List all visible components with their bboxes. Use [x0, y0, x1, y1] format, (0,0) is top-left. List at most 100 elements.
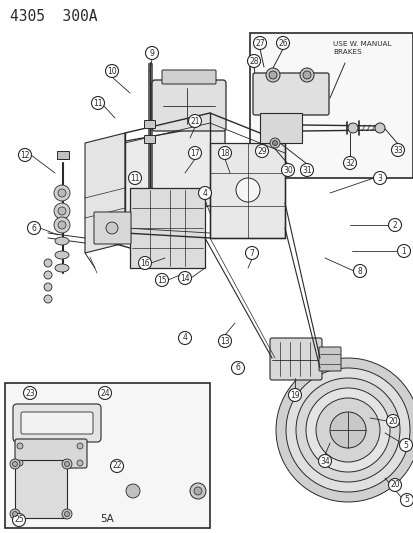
Circle shape: [218, 147, 231, 159]
Circle shape: [231, 361, 244, 375]
Circle shape: [77, 460, 83, 466]
Text: 2: 2: [392, 221, 396, 230]
Circle shape: [58, 221, 66, 229]
Text: 28: 28: [249, 56, 258, 66]
Text: 4: 4: [202, 189, 207, 198]
Circle shape: [126, 484, 140, 498]
Text: 15: 15: [157, 276, 166, 285]
Ellipse shape: [55, 251, 69, 259]
Circle shape: [302, 71, 310, 79]
Circle shape: [255, 144, 268, 157]
FancyBboxPatch shape: [269, 338, 321, 380]
Circle shape: [178, 271, 191, 285]
Circle shape: [245, 246, 258, 260]
Circle shape: [315, 398, 379, 462]
Circle shape: [44, 271, 52, 279]
Text: 26: 26: [278, 38, 287, 47]
Circle shape: [374, 123, 384, 133]
Ellipse shape: [55, 264, 69, 272]
FancyBboxPatch shape: [15, 439, 87, 468]
Circle shape: [54, 203, 70, 219]
Circle shape: [198, 187, 211, 199]
Circle shape: [343, 157, 356, 169]
Circle shape: [58, 207, 66, 215]
Text: 4: 4: [182, 334, 187, 343]
Circle shape: [128, 172, 141, 184]
FancyBboxPatch shape: [144, 135, 155, 143]
Circle shape: [98, 386, 111, 400]
Circle shape: [17, 443, 23, 449]
Text: 5A: 5A: [100, 514, 114, 524]
Bar: [15, 460, 67, 518]
Text: 12: 12: [20, 150, 30, 159]
Polygon shape: [57, 151, 69, 159]
FancyBboxPatch shape: [21, 412, 93, 434]
Circle shape: [399, 494, 413, 506]
Text: 19: 19: [290, 391, 299, 400]
Circle shape: [24, 386, 36, 400]
Text: 8: 8: [357, 266, 361, 276]
Text: 3: 3: [377, 174, 382, 182]
Text: 11: 11: [93, 99, 102, 108]
Text: USE W. MANUAL
BRAKES: USE W. MANUAL BRAKES: [332, 41, 391, 55]
Circle shape: [391, 143, 404, 157]
Circle shape: [235, 178, 259, 202]
Circle shape: [138, 256, 151, 270]
Circle shape: [188, 147, 201, 159]
Text: 6: 6: [31, 223, 36, 232]
Circle shape: [318, 455, 331, 467]
Circle shape: [77, 443, 83, 449]
Text: 24: 24: [100, 389, 109, 398]
Text: 5: 5: [403, 440, 408, 449]
Ellipse shape: [55, 237, 69, 245]
Circle shape: [275, 358, 413, 502]
FancyBboxPatch shape: [94, 212, 131, 244]
Circle shape: [300, 164, 313, 176]
Circle shape: [247, 54, 260, 68]
Text: 11: 11: [130, 174, 140, 182]
Text: 20: 20: [389, 481, 399, 489]
Circle shape: [44, 295, 52, 303]
Bar: [209, 143, 284, 238]
Circle shape: [62, 509, 72, 519]
Text: 18: 18: [220, 149, 229, 157]
Circle shape: [10, 509, 20, 519]
Circle shape: [91, 96, 104, 109]
Bar: [5, 383, 209, 528]
Circle shape: [19, 149, 31, 161]
Circle shape: [218, 335, 231, 348]
Text: 31: 31: [301, 166, 311, 174]
Circle shape: [266, 68, 279, 82]
Circle shape: [58, 189, 66, 197]
Circle shape: [54, 217, 70, 233]
Bar: [130, 188, 204, 268]
Circle shape: [288, 389, 301, 401]
Circle shape: [396, 245, 410, 257]
Circle shape: [268, 71, 276, 79]
Text: 16: 16: [140, 259, 150, 268]
Circle shape: [178, 332, 191, 344]
Text: 25: 25: [14, 515, 24, 524]
Circle shape: [295, 378, 399, 482]
FancyBboxPatch shape: [161, 70, 216, 84]
Text: 32: 32: [344, 158, 354, 167]
Circle shape: [10, 459, 20, 469]
Text: 17: 17: [190, 149, 199, 157]
FancyBboxPatch shape: [13, 404, 101, 442]
Circle shape: [44, 259, 52, 267]
Circle shape: [12, 462, 17, 466]
Circle shape: [12, 512, 17, 516]
Circle shape: [194, 487, 202, 495]
Circle shape: [399, 439, 411, 451]
Circle shape: [269, 138, 279, 148]
FancyBboxPatch shape: [144, 120, 155, 128]
Circle shape: [27, 222, 40, 235]
Circle shape: [347, 123, 357, 133]
Text: 33: 33: [392, 146, 402, 155]
Text: 13: 13: [220, 336, 229, 345]
Text: 14: 14: [180, 273, 189, 282]
Text: 30: 30: [282, 166, 292, 174]
Circle shape: [105, 64, 118, 77]
Text: 4305  300A: 4305 300A: [10, 9, 97, 24]
Polygon shape: [85, 133, 125, 253]
